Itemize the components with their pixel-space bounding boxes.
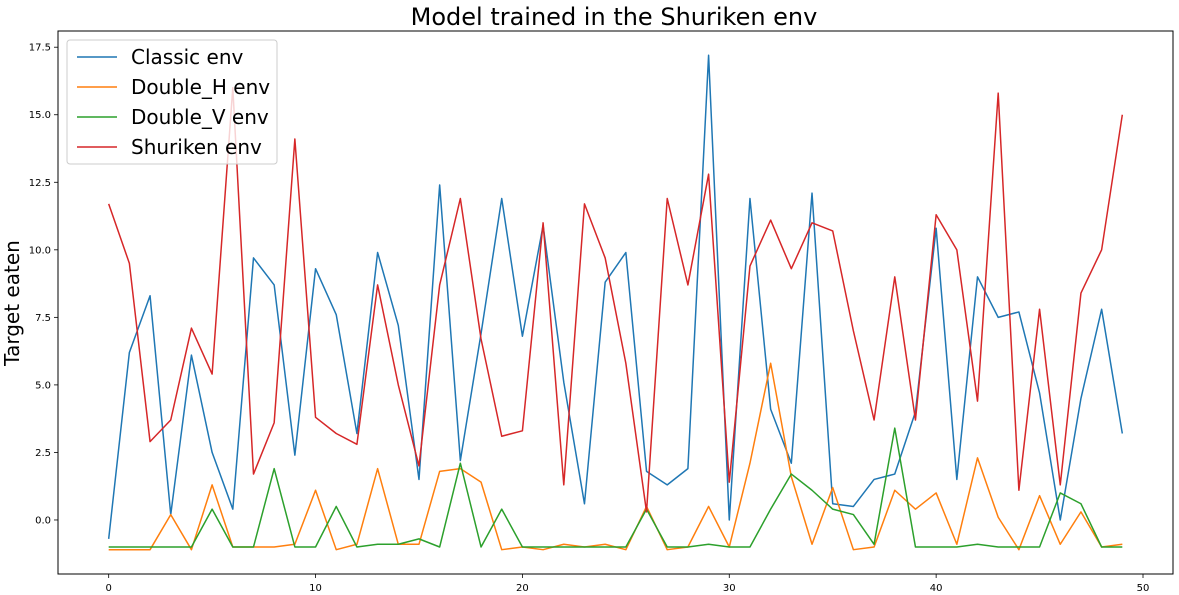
legend-label: Double_V env [131, 105, 269, 129]
chart-title: Model trained in the Shuriken env [411, 3, 818, 31]
y-tick-label: 0.0 [35, 515, 51, 526]
plot-frame [57, 30, 1174, 575]
y-tick-label: 2.5 [35, 448, 51, 459]
legend-label: Shuriken env [131, 135, 262, 159]
legend-label: Classic env [131, 45, 244, 69]
y-tick-label: 5.0 [35, 380, 51, 391]
y-tick-label: 7.5 [35, 313, 51, 324]
legend-box [66, 39, 278, 165]
y-tick-label: 10.0 [29, 245, 51, 256]
series-line-shuriken-env [107, 86, 1124, 513]
plot-area [107, 54, 1124, 551]
legend: Classic env Double_H env Double_V env Shuri… [66, 39, 278, 165]
x-tick-label: 50 [1137, 583, 1150, 594]
y-axis-label: Target eaten [0, 240, 24, 367]
x-tick-label: 10 [309, 583, 322, 594]
axis-ticks: 0 10 20 30 40 50 0.0 2.5 5.0 7.5 10.0 12.5 15.0 17.5 [29, 43, 1150, 594]
x-tick-label: 20 [516, 583, 529, 594]
y-tick-label: 15.0 [29, 110, 51, 121]
legend-label: Double_H env [131, 75, 270, 99]
series-line-double-v-env [108, 427, 1123, 548]
x-tick-label: 0 [105, 583, 111, 594]
x-tick-label: 30 [723, 583, 736, 594]
x-tick-label: 40 [930, 583, 943, 594]
series-line-classic-env [107, 54, 1124, 539]
y-tick-label: 12.5 [29, 178, 51, 189]
y-tick-label: 17.5 [29, 43, 51, 54]
